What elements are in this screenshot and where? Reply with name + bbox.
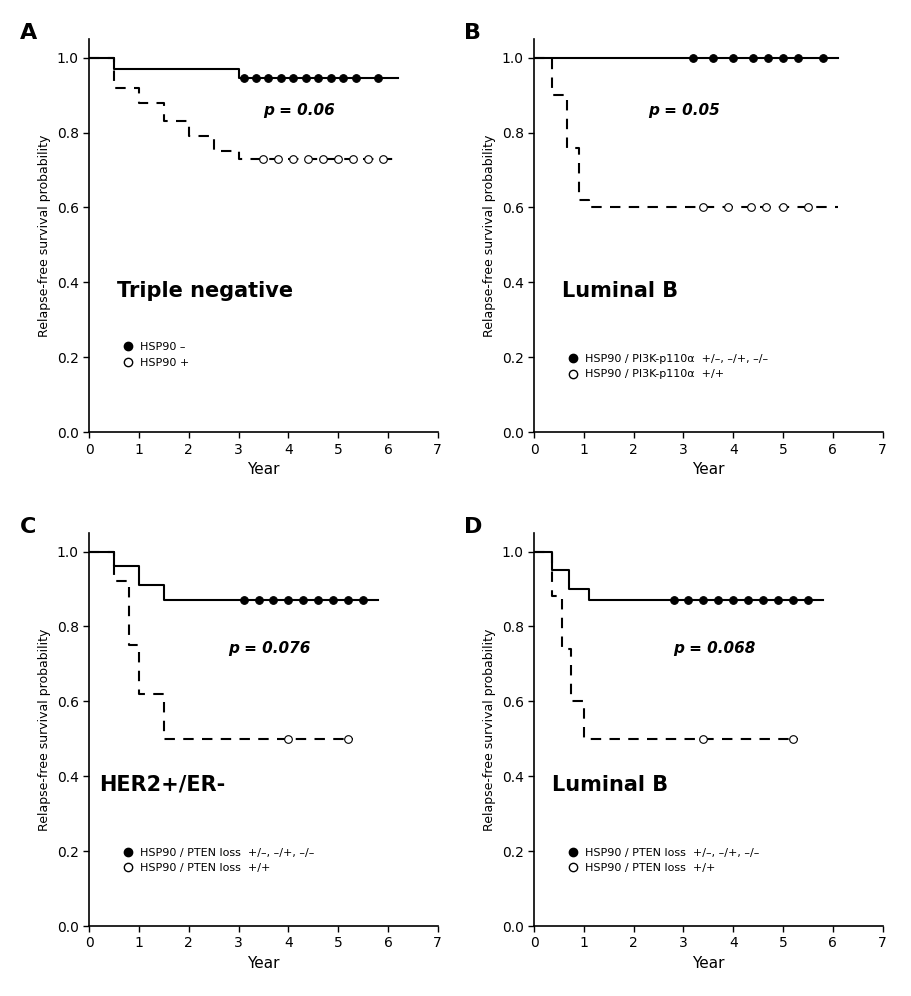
Text: Luminal B: Luminal B xyxy=(561,281,677,301)
Y-axis label: Relapse-free survival probability: Relapse-free survival probability xyxy=(483,134,496,337)
Text: p = 0.05: p = 0.05 xyxy=(648,103,720,118)
Text: p = 0.076: p = 0.076 xyxy=(229,641,311,656)
Legend: HSP90 / PTEN loss  +/–, –/+, –/–, HSP90 / PTEN loss  +/+: HSP90 / PTEN loss +/–, –/+, –/–, HSP90 /… xyxy=(567,848,759,873)
Text: B: B xyxy=(464,23,481,43)
Text: Triple negative: Triple negative xyxy=(117,281,292,301)
X-axis label: Year: Year xyxy=(691,462,724,477)
Legend: HSP90 / PTEN loss  +/–, –/+, –/–, HSP90 / PTEN loss  +/+: HSP90 / PTEN loss +/–, –/+, –/–, HSP90 /… xyxy=(123,848,314,873)
Text: p = 0.06: p = 0.06 xyxy=(263,103,335,118)
Text: HER2+/ER-: HER2+/ER- xyxy=(99,775,225,795)
Text: p = 0.068: p = 0.068 xyxy=(673,641,755,656)
Text: C: C xyxy=(19,517,36,537)
Y-axis label: Relapse-free survival probability: Relapse-free survival probability xyxy=(38,628,51,831)
Y-axis label: Relapse-free survival probability: Relapse-free survival probability xyxy=(38,134,51,337)
Text: D: D xyxy=(464,517,482,537)
Text: Luminal B: Luminal B xyxy=(551,775,667,795)
Text: A: A xyxy=(19,23,36,43)
Legend: HSP90 / PI3K-p110α  +/–, –/+, –/–, HSP90 / PI3K-p110α  +/+: HSP90 / PI3K-p110α +/–, –/+, –/–, HSP90 … xyxy=(567,354,768,379)
Legend: HSP90 –, HSP90 +: HSP90 –, HSP90 + xyxy=(123,342,189,368)
Y-axis label: Relapse-free survival probability: Relapse-free survival probability xyxy=(483,628,496,831)
X-axis label: Year: Year xyxy=(247,462,280,477)
X-axis label: Year: Year xyxy=(247,956,280,971)
X-axis label: Year: Year xyxy=(691,956,724,971)
